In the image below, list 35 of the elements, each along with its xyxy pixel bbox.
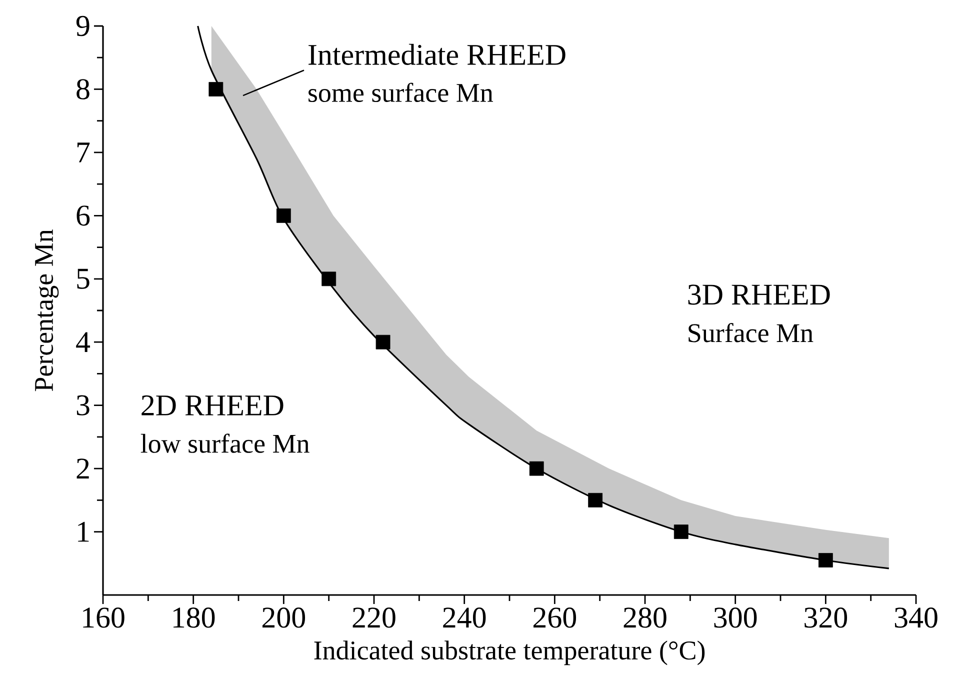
x-tick-label: 260 bbox=[533, 608, 576, 628]
x-tick-label: 300 bbox=[714, 608, 757, 628]
annotation: Surface Mn bbox=[688, 322, 814, 342]
point bbox=[322, 272, 336, 286]
x-tick-label: 160 bbox=[83, 608, 124, 628]
point bbox=[376, 334, 390, 350]
x-axis-title: Indicated substrate temperature (°C) bbox=[314, 640, 705, 666]
annotation: some surface Mn bbox=[308, 82, 493, 102]
x-tick-label: 220 bbox=[352, 608, 396, 628]
y-tick-label: 5 bbox=[77, 268, 90, 289]
point bbox=[674, 524, 688, 539]
annotation: Intermediate RHEED bbox=[308, 44, 566, 66]
x-tick-label: 280 bbox=[624, 608, 666, 628]
point bbox=[208, 82, 224, 96]
x-tick-label: 240 bbox=[443, 608, 486, 628]
x-tick-label: 340 bbox=[894, 608, 938, 628]
annotation: low surface Mn bbox=[140, 434, 310, 453]
y-tick-label: 3 bbox=[76, 395, 90, 416]
x-tick-label: 320 bbox=[804, 608, 848, 628]
y-tick-label: 2 bbox=[76, 458, 89, 478]
point bbox=[529, 461, 544, 476]
y-tick-label: 1 bbox=[78, 522, 89, 542]
x-tick-label: 200 bbox=[262, 608, 306, 628]
annotation: 2D RHEED bbox=[142, 395, 284, 416]
point bbox=[588, 492, 603, 508]
y-tick-label: 8 bbox=[76, 79, 90, 100]
point bbox=[276, 208, 291, 223]
y-tick-label: 7 bbox=[77, 142, 90, 162]
y-tick-label: 6 bbox=[76, 206, 90, 226]
y-tick-label: 9 bbox=[76, 16, 90, 36]
x-tick-label: 180 bbox=[173, 608, 215, 628]
annotation: 3D RHEED bbox=[688, 284, 830, 305]
y-tick-label: 4 bbox=[76, 332, 90, 352]
point bbox=[818, 553, 833, 568]
y-axis-title: Percentage Mn bbox=[35, 230, 59, 392]
